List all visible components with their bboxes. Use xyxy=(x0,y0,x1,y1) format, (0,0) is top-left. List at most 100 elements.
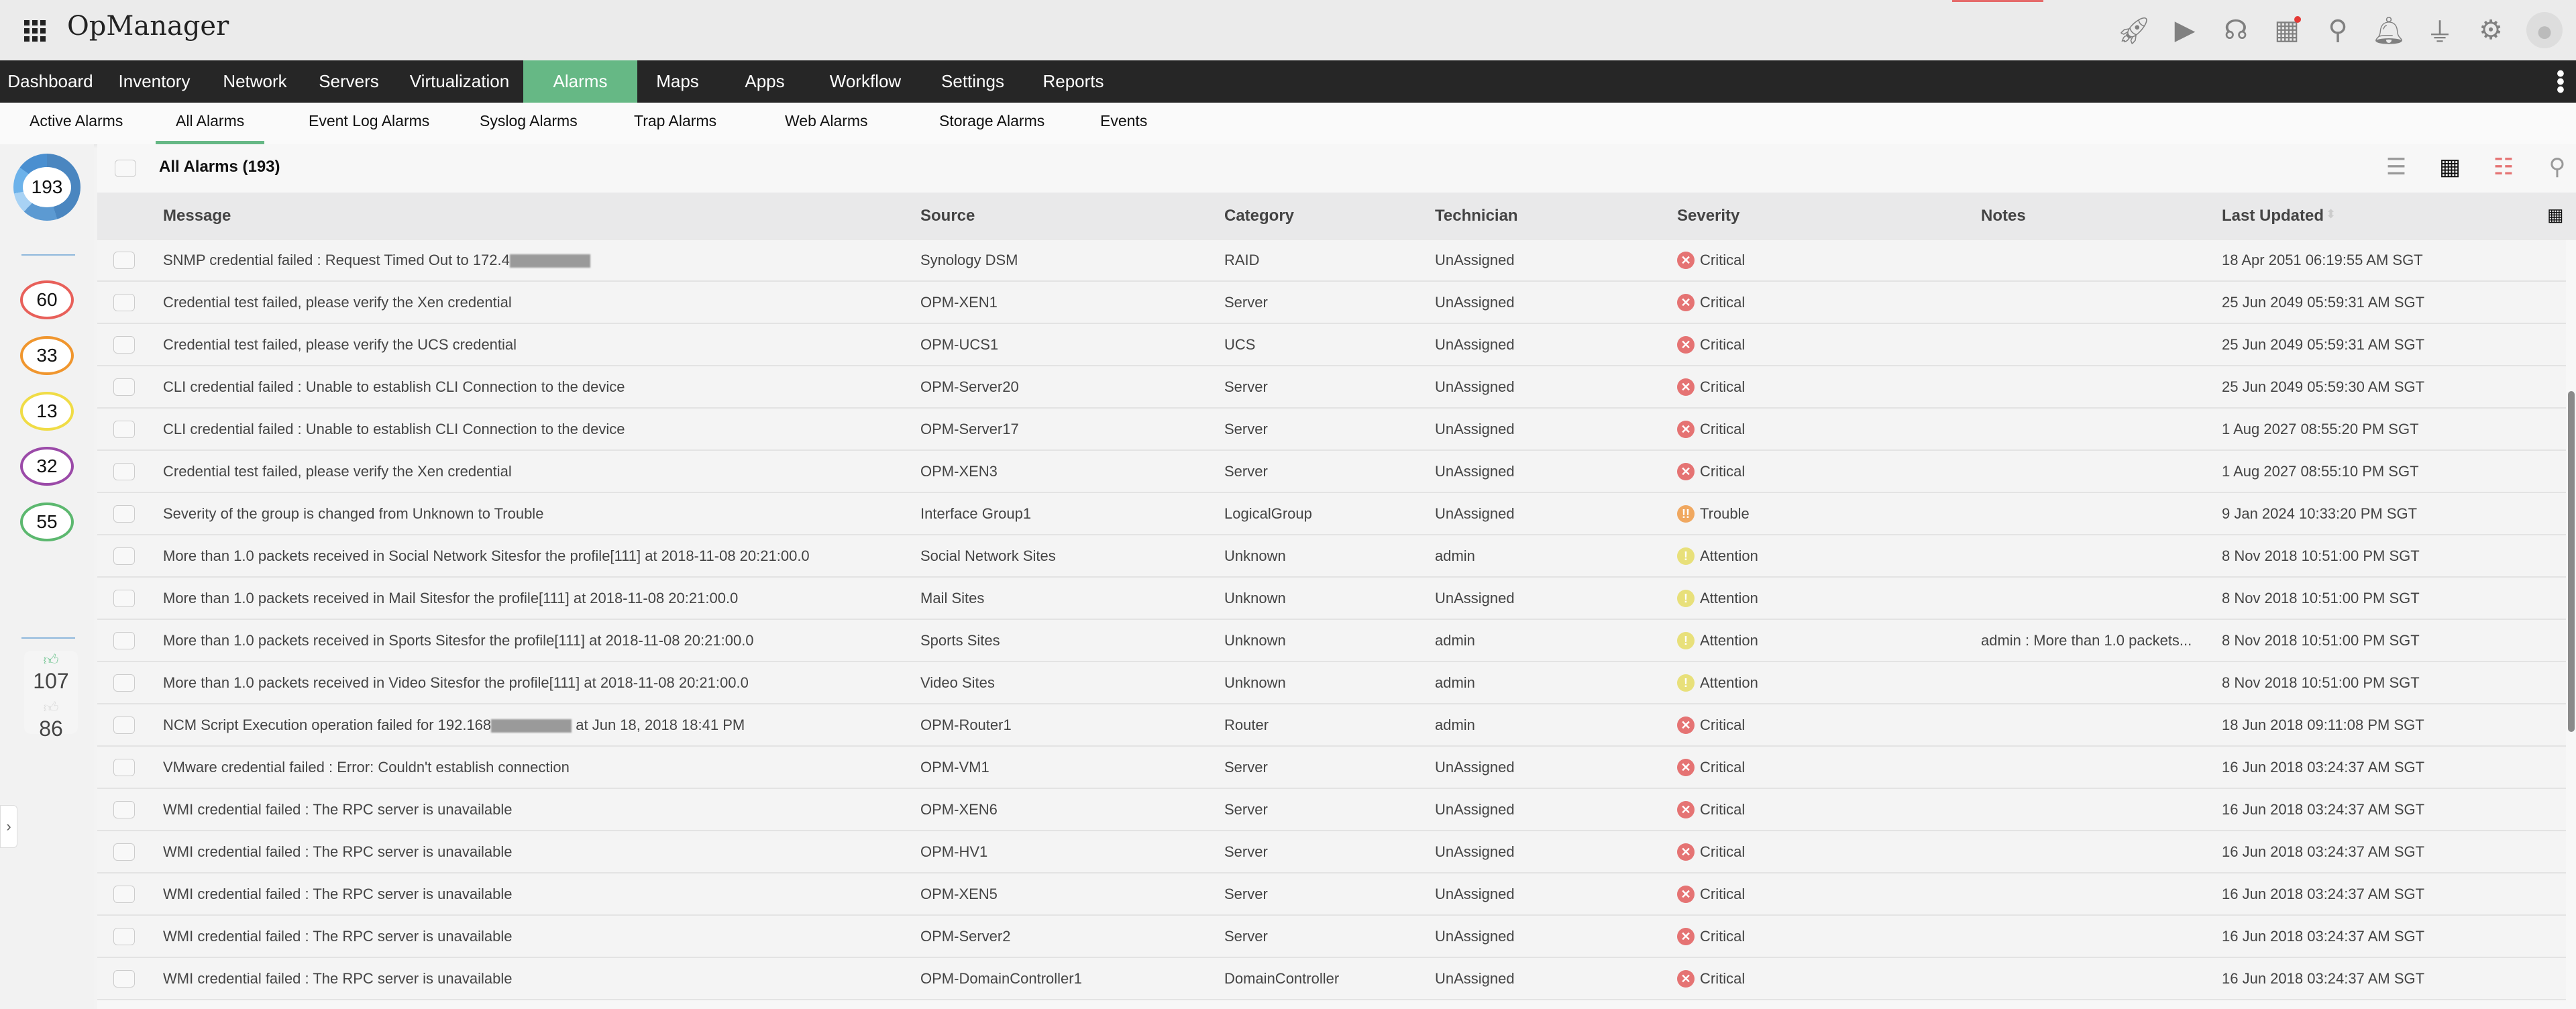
row-checkbox[interactable] xyxy=(113,590,135,607)
nav-dashboard[interactable]: Dashboard xyxy=(7,71,93,91)
row-checkbox[interactable] xyxy=(113,801,135,818)
table-row[interactable]: More than 1.0 packets received in Sports… xyxy=(97,620,2566,662)
row-checkbox[interactable] xyxy=(113,294,135,311)
table-row[interactable]: Credential test failed, please verify th… xyxy=(97,282,2566,324)
column-technician[interactable]: Technician xyxy=(1435,207,1518,225)
row-checkbox[interactable] xyxy=(113,674,135,692)
app-menu-icon[interactable] xyxy=(24,20,48,42)
row-checkbox[interactable] xyxy=(113,378,135,396)
gift-icon[interactable]: ▦ xyxy=(2271,12,2302,48)
table-row[interactable]: CLI credential failed : Unable to establ… xyxy=(97,366,2566,409)
table-row[interactable]: WMI credential failed : The RPC server i… xyxy=(97,789,2566,831)
column-chooser-icon[interactable]: ▦ xyxy=(2547,205,2564,225)
vertical-scrollbar[interactable] xyxy=(2568,391,2575,732)
unacknowledged-count[interactable]: 86 xyxy=(39,716,63,741)
source-cell[interactable]: OPM-Server17 xyxy=(920,421,1019,437)
severity-view-icon[interactable]: ☷ xyxy=(2493,154,2514,180)
column-severity[interactable]: Severity xyxy=(1677,207,1740,225)
bell-icon[interactable]: 🔔︎ xyxy=(2371,15,2406,46)
message-cell[interactable]: CLI credential failed : Unable to establ… xyxy=(163,409,625,450)
message-cell[interactable]: Credential test failed, please verify th… xyxy=(163,451,512,492)
subtab-event-log-alarms[interactable]: Event Log Alarms xyxy=(309,112,430,129)
source-cell[interactable]: Synology DSM xyxy=(920,252,1018,268)
message-cell[interactable]: WMI credential failed : The RPC server i… xyxy=(163,916,512,957)
row-checkbox[interactable] xyxy=(113,716,135,734)
table-row[interactable]: Credential test failed, please verify th… xyxy=(97,451,2566,493)
severity-count-2[interactable]: 13 xyxy=(20,391,74,431)
source-cell[interactable]: OPM-Server2 xyxy=(920,928,1011,945)
headset-icon[interactable]: ☊ xyxy=(2224,15,2248,45)
subtab-syslog-alarms[interactable]: Syslog Alarms xyxy=(480,112,578,129)
row-checkbox[interactable] xyxy=(113,421,135,438)
table-row[interactable]: CLI credential failed : Unable to establ… xyxy=(97,409,2566,451)
message-cell[interactable]: WMI credential failed : The RPC server i… xyxy=(163,873,512,915)
plug-icon[interactable]: ⏚ xyxy=(2426,18,2453,48)
severity-count-4[interactable]: 55 xyxy=(20,502,74,542)
table-row[interactable]: Credential test failed, please verify th… xyxy=(97,324,2566,366)
table-row[interactable]: More than 1.0 packets received in Social… xyxy=(97,535,2566,578)
nav-servers[interactable]: Servers xyxy=(319,71,379,91)
message-cell[interactable]: More than 1.0 packets received in Video … xyxy=(163,662,749,704)
row-checkbox[interactable] xyxy=(113,547,135,565)
message-cell[interactable]: Credential test failed, please verify th… xyxy=(163,324,517,366)
source-cell[interactable]: OPM-Server20 xyxy=(920,378,1019,395)
subtab-storage-alarms[interactable]: Storage Alarms xyxy=(939,112,1045,129)
nav-apps[interactable]: Apps xyxy=(745,71,785,91)
row-checkbox[interactable] xyxy=(113,970,135,988)
source-cell[interactable]: OPM-VM1 xyxy=(920,759,989,776)
row-checkbox[interactable] xyxy=(113,928,135,945)
nav-workflow[interactable]: Workflow xyxy=(829,71,902,91)
message-cell[interactable]: CLI credential failed : Unable to establ… xyxy=(163,366,625,408)
table-row[interactable]: Severity of the group is changed from Un… xyxy=(97,493,2566,535)
source-cell[interactable]: Social Network Sites xyxy=(920,547,1056,564)
row-checkbox[interactable] xyxy=(113,336,135,354)
subtab-active-alarms[interactable]: Active Alarms xyxy=(30,112,123,129)
severity-count-0[interactable]: 60 xyxy=(20,280,74,319)
row-checkbox[interactable] xyxy=(113,463,135,480)
gear-icon[interactable]: ⚙ xyxy=(2479,15,2503,45)
search-icon[interactable]: ⚲ xyxy=(2328,15,2348,45)
table-search-icon[interactable]: ⚲ xyxy=(2548,154,2566,180)
table-row[interactable]: VMware credential failed : Error: Couldn… xyxy=(97,747,2566,789)
nav-network[interactable]: Network xyxy=(223,71,287,91)
nav-maps[interactable]: Maps xyxy=(656,71,699,91)
row-checkbox[interactable] xyxy=(113,252,135,269)
rocket-icon[interactable]: 🚀︎ xyxy=(2116,15,2151,46)
row-checkbox[interactable] xyxy=(113,886,135,903)
source-cell[interactable]: Interface Group1 xyxy=(920,505,1032,522)
nav-reports[interactable]: Reports xyxy=(1042,71,1104,91)
source-cell[interactable]: OPM-XEN1 xyxy=(920,294,998,311)
severity-count-1[interactable]: 33 xyxy=(20,335,74,375)
message-cell[interactable]: SNMP credential failed : Request Timed O… xyxy=(163,240,590,281)
source-cell[interactable]: Video Sites xyxy=(920,674,995,691)
message-cell[interactable]: WMI credential failed : The RPC server i… xyxy=(163,789,512,831)
row-checkbox[interactable] xyxy=(113,505,135,523)
table-row[interactable]: WMI credential failed : The RPC server i… xyxy=(97,873,2566,916)
column-source[interactable]: Source xyxy=(920,207,975,225)
table-row[interactable]: WMI credential failed : The RPC server i… xyxy=(97,958,2566,1000)
acknowledged-count[interactable]: 107 xyxy=(33,669,69,693)
source-cell[interactable]: OPM-XEN3 xyxy=(920,463,998,480)
row-checkbox[interactable] xyxy=(113,759,135,776)
source-cell[interactable]: Mail Sites xyxy=(920,590,985,606)
message-cell[interactable]: VMware credential failed : Error: Couldn… xyxy=(163,747,570,788)
source-cell[interactable]: Sports Sites xyxy=(920,632,1000,649)
expand-sidebar-button[interactable]: › xyxy=(0,805,17,848)
row-checkbox[interactable] xyxy=(113,843,135,861)
subtab-web-alarms[interactable]: Web Alarms xyxy=(785,112,868,129)
source-cell[interactable]: OPM-UCS1 xyxy=(920,336,999,353)
total-alarms-donut[interactable]: 193 xyxy=(13,154,80,221)
message-cell[interactable]: More than 1.0 packets received in Sports… xyxy=(163,620,754,661)
message-cell[interactable]: WMI credential failed : The RPC server i… xyxy=(163,958,512,1000)
nav-inventory[interactable]: Inventory xyxy=(118,71,191,91)
subtab-events[interactable]: Events xyxy=(1100,112,1148,129)
message-cell[interactable]: WMI credential failed : The RPC server i… xyxy=(163,831,512,873)
row-checkbox[interactable] xyxy=(113,632,135,649)
grid-view-icon[interactable]: ▦ xyxy=(2438,154,2461,180)
table-row[interactable]: WMI credential failed : The RPC server i… xyxy=(97,831,2566,873)
table-row[interactable]: More than 1.0 packets received in Video … xyxy=(97,662,2566,704)
source-cell[interactable]: OPM-XEN5 xyxy=(920,886,998,902)
select-all-checkbox[interactable] xyxy=(115,160,136,177)
severity-count-3[interactable]: 32 xyxy=(20,447,74,486)
column-message[interactable]: Message xyxy=(163,207,231,225)
